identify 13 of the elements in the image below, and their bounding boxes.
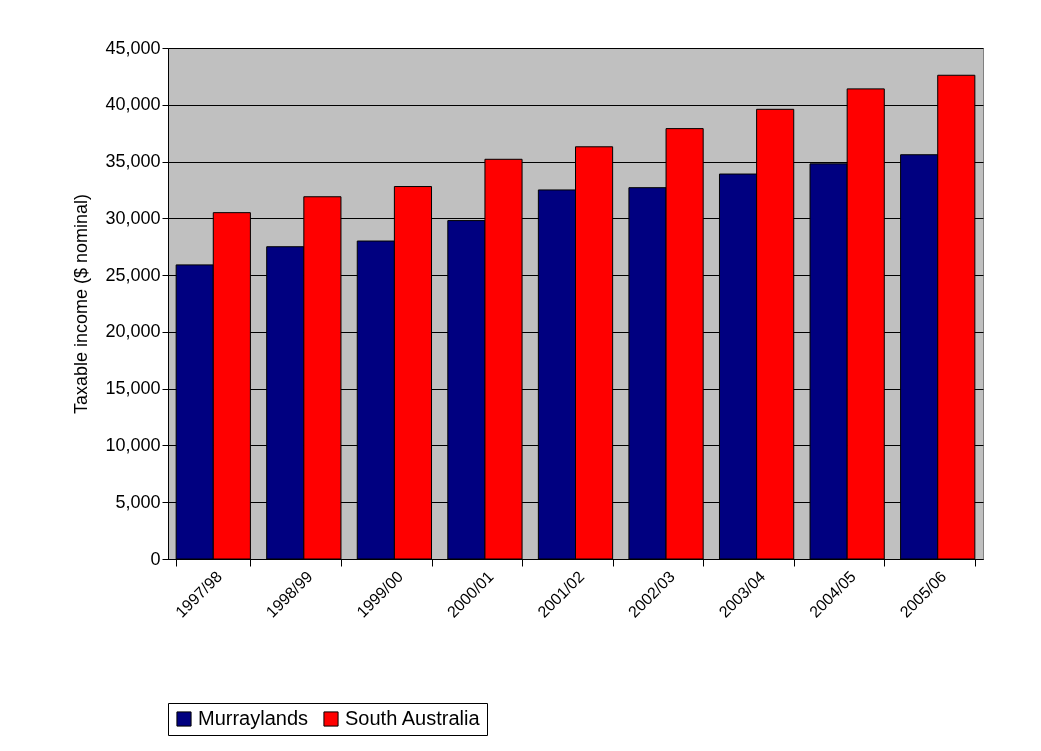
y-tick-label: 5,000 <box>115 491 161 512</box>
y-tick-label: 40,000 <box>105 94 161 115</box>
y-tick-label: 20,000 <box>105 321 161 342</box>
y-tick-label: 35,000 <box>105 151 161 172</box>
y-tick-label: 45,000 <box>105 37 161 58</box>
legend-label: Murraylands <box>198 707 309 729</box>
y-tick-label: 30,000 <box>105 207 161 228</box>
y-tick-label: 25,000 <box>105 264 161 285</box>
y-tick-label: 0 <box>150 548 161 569</box>
legend-label: South Australia <box>345 707 481 729</box>
y-axis-title: Taxable income ($ nominal) <box>71 193 92 415</box>
y-tick-label: 10,000 <box>105 434 161 455</box>
y-tick-label: 15,000 <box>105 378 161 399</box>
